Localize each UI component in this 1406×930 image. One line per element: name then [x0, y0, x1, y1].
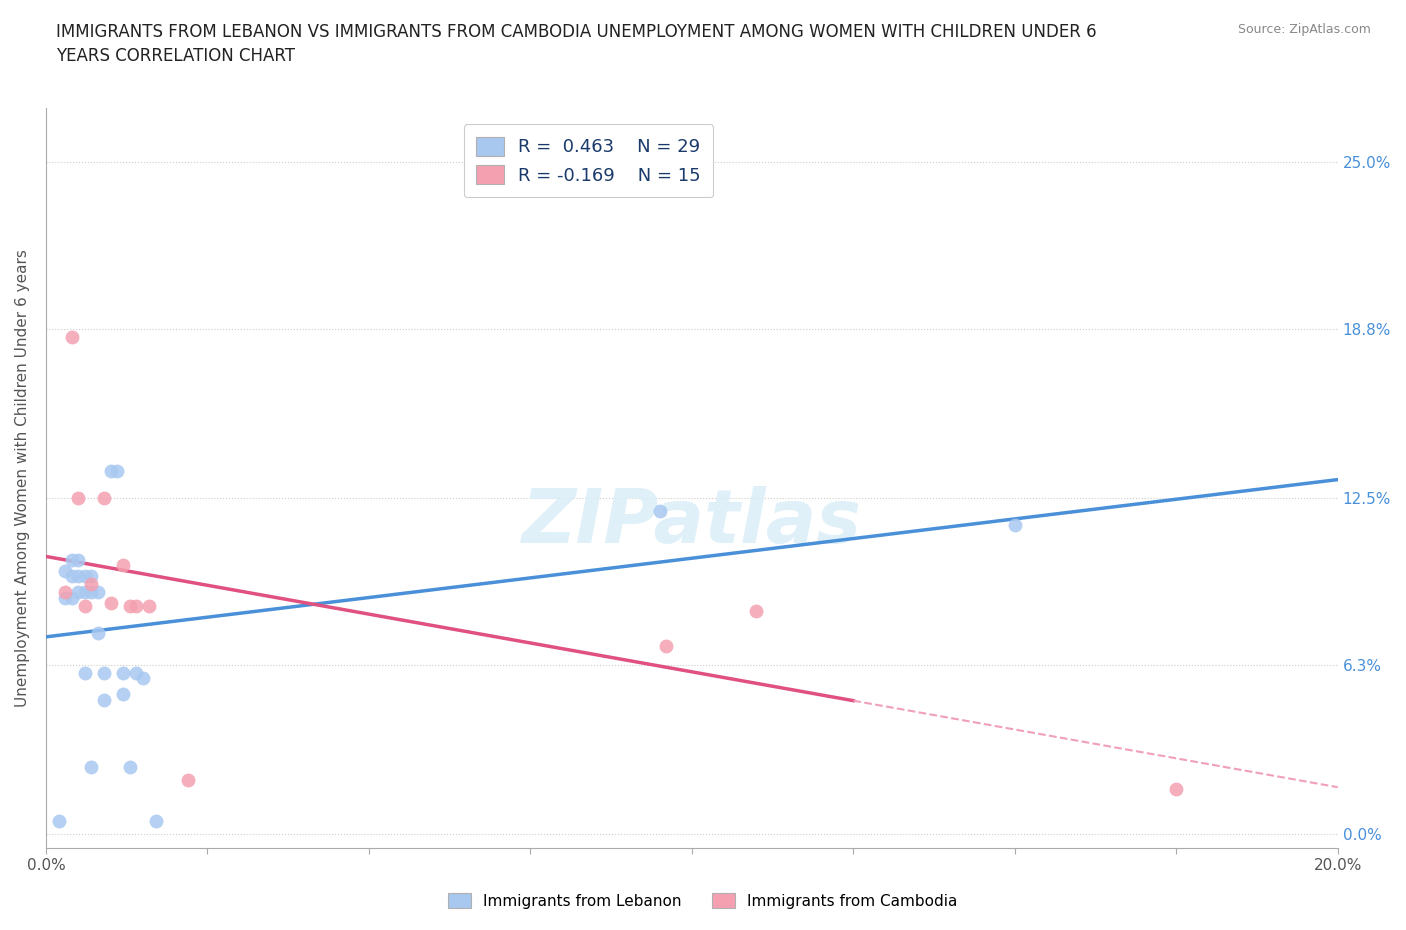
Point [73, 568, 96, 583]
Point [67, 491, 90, 506]
Point [93, 692, 115, 707]
Point [132, 671, 155, 685]
Point [177, 773, 200, 788]
Point [93, 666, 115, 681]
Point [112, 666, 135, 681]
Point [145, 814, 167, 829]
Legend: R =  0.463    N = 29, R = -0.169    N = 15: R = 0.463 N = 29, R = -0.169 N = 15 [464, 125, 713, 197]
Point [118, 760, 141, 775]
Point [105, 464, 128, 479]
Point [48, 814, 70, 829]
Point [80, 568, 103, 583]
Point [1004, 517, 1026, 532]
Point [125, 598, 148, 613]
Point [60, 552, 83, 567]
Point [655, 639, 678, 654]
Point [80, 585, 103, 600]
Point [80, 577, 103, 591]
Point [73, 666, 96, 681]
Point [100, 464, 122, 479]
Point [745, 604, 768, 618]
Point [53, 585, 76, 600]
Point [73, 585, 96, 600]
Point [60, 591, 83, 605]
Point [100, 595, 122, 610]
Text: IMMIGRANTS FROM LEBANON VS IMMIGRANTS FROM CAMBODIA UNEMPLOYMENT AMONG WOMEN WIT: IMMIGRANTS FROM LEBANON VS IMMIGRANTS FR… [56, 23, 1097, 65]
Point [53, 591, 76, 605]
Point [60, 329, 83, 344]
Point [67, 585, 90, 600]
Point [1166, 781, 1188, 796]
Point [53, 564, 76, 578]
Point [86, 585, 108, 600]
Y-axis label: Unemployment Among Women with Children Under 6 years: Unemployment Among Women with Children U… [15, 249, 30, 707]
Point [80, 760, 103, 775]
Point [60, 568, 83, 583]
Point [67, 568, 90, 583]
Point [138, 598, 160, 613]
Point [112, 687, 135, 702]
Text: Source: ZipAtlas.com: Source: ZipAtlas.com [1237, 23, 1371, 36]
Point [73, 598, 96, 613]
Point [112, 558, 135, 573]
Point [67, 552, 90, 567]
Point [86, 625, 108, 640]
Point [118, 598, 141, 613]
Point [125, 666, 148, 681]
Point [93, 491, 115, 506]
Text: ZIPatlas: ZIPatlas [522, 485, 862, 559]
Legend: Immigrants from Lebanon, Immigrants from Cambodia: Immigrants from Lebanon, Immigrants from… [441, 886, 965, 915]
Point [648, 504, 671, 519]
